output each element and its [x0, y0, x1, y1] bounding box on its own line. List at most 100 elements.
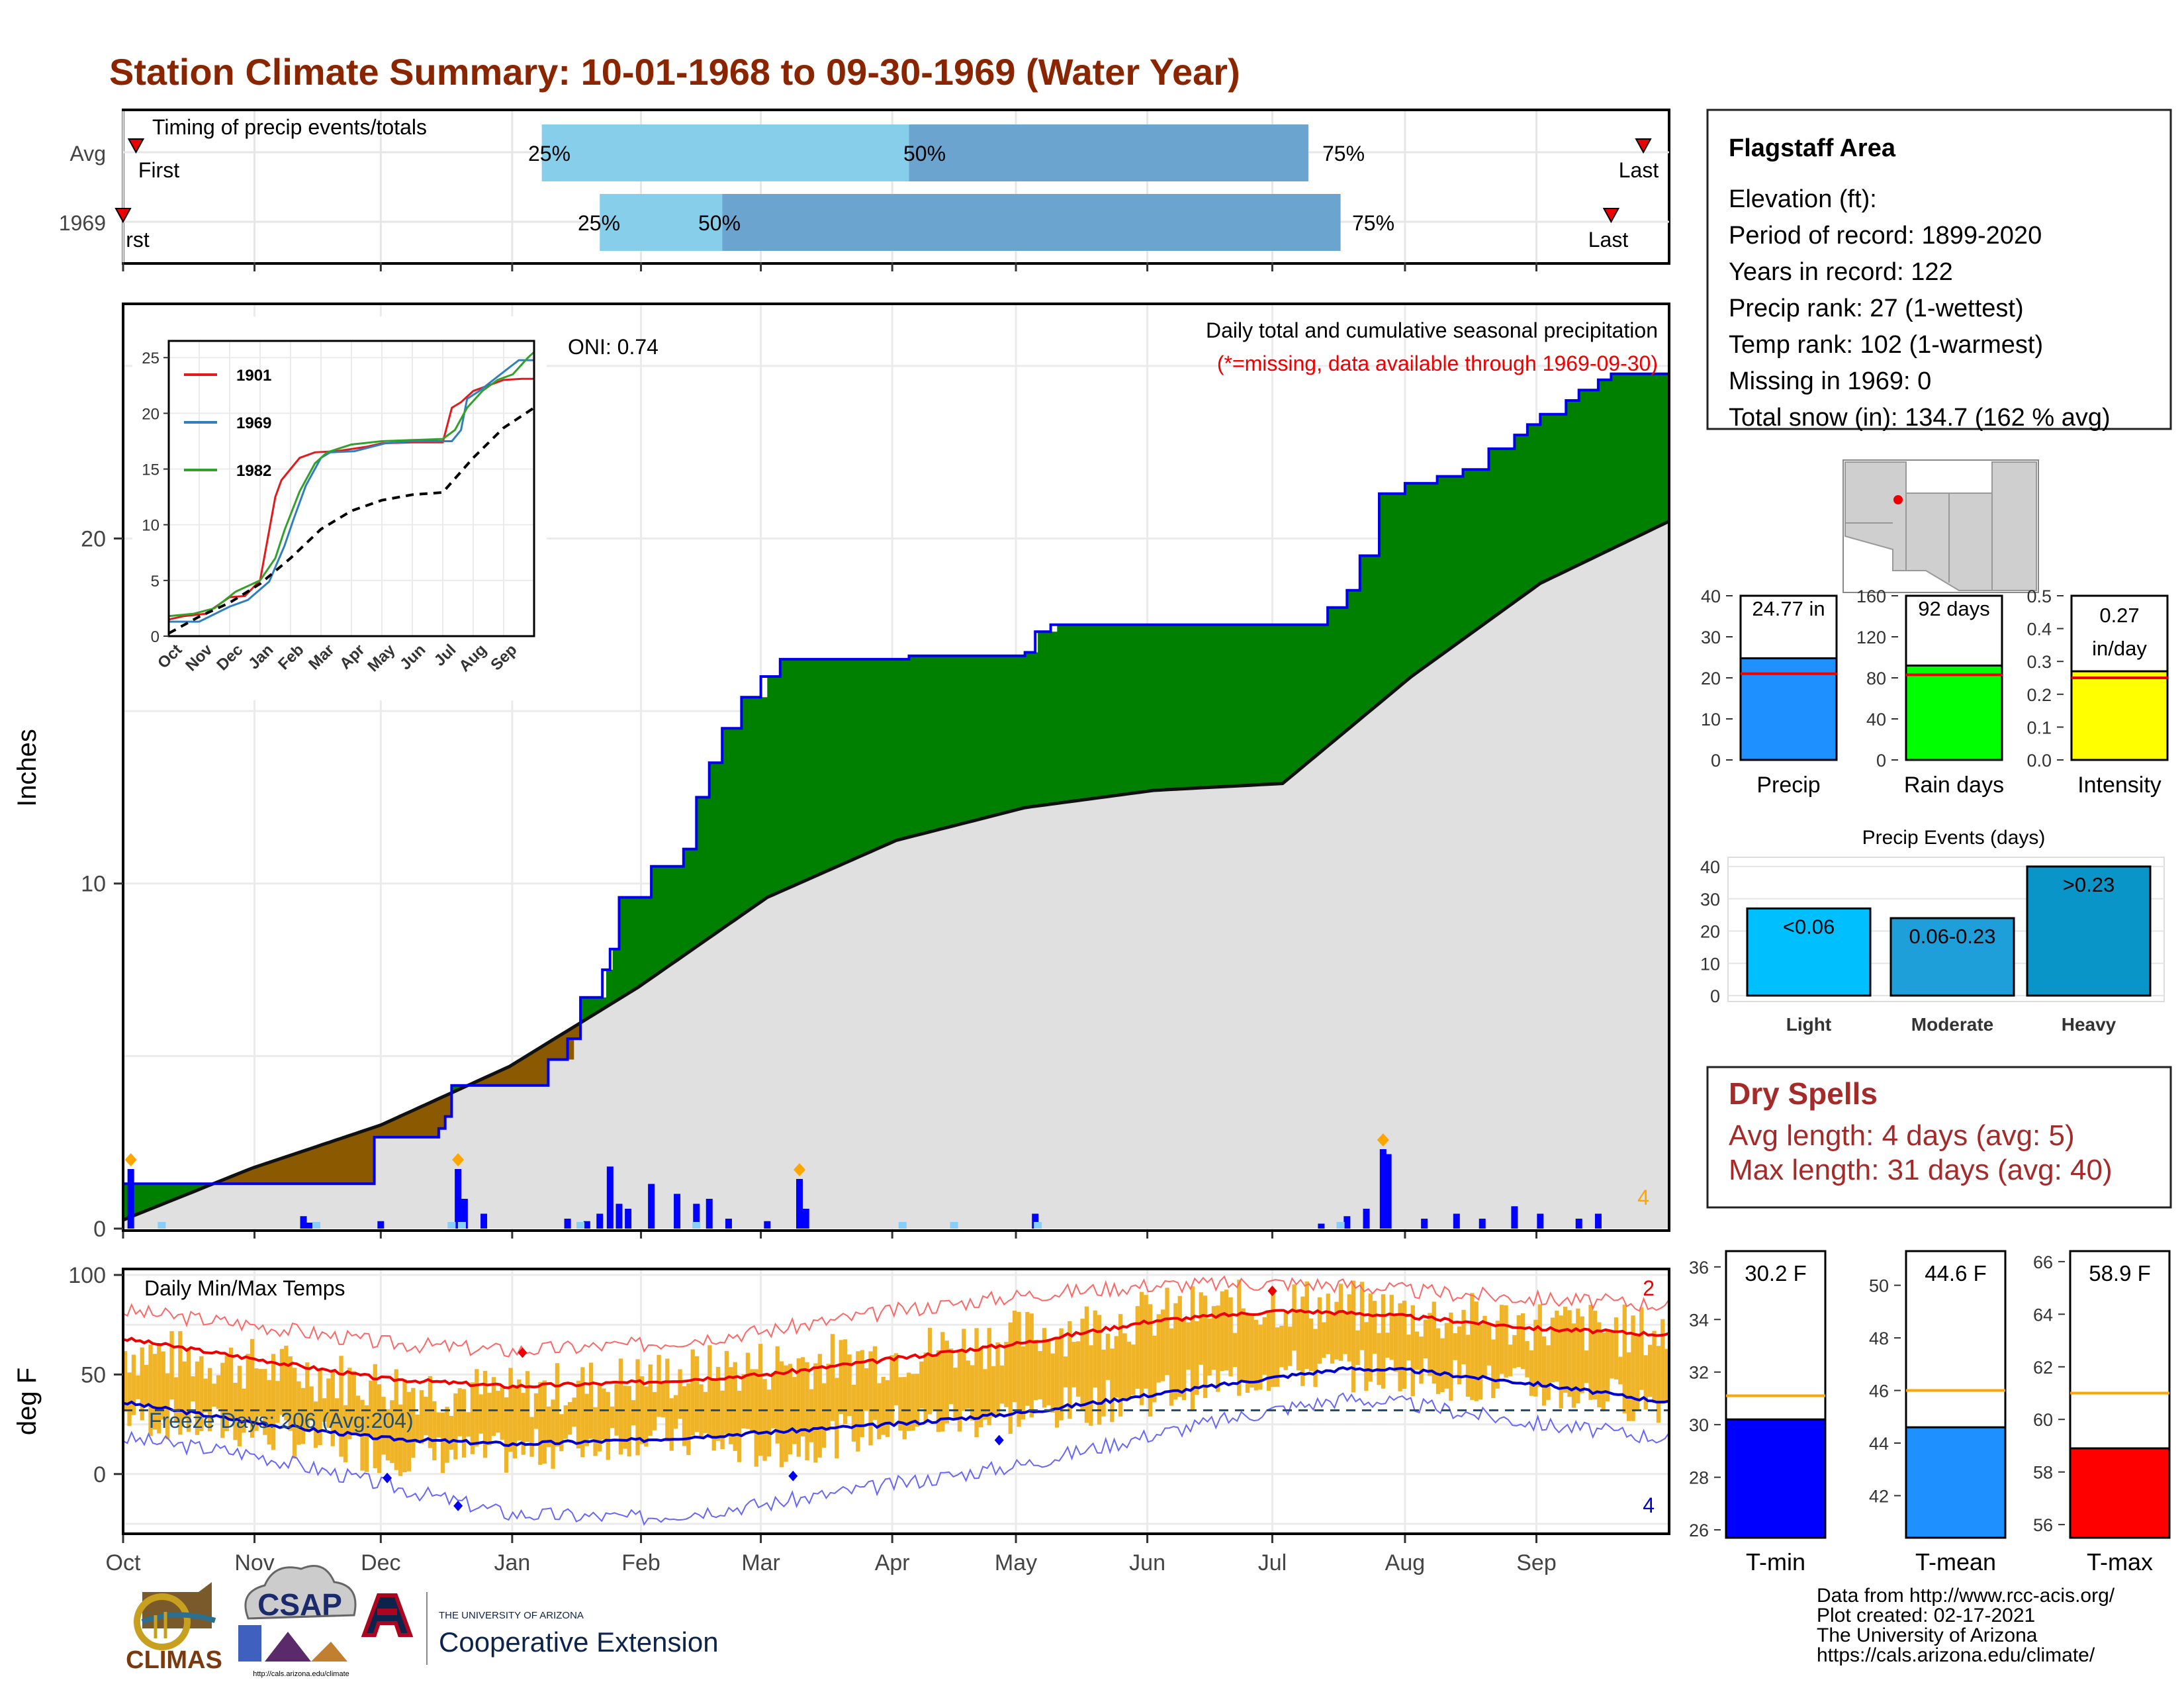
- summary-bar-rain-days: [1905, 664, 2003, 761]
- info-line-years: Years in record: 122: [1729, 258, 1953, 286]
- timing-row-label-avg: Avg: [69, 142, 106, 165]
- trace-precip-mark: [1336, 1222, 1345, 1229]
- timing-avg-75-label: 75%: [1322, 142, 1365, 165]
- credit-line-4: https://cals.arizona.edu/climate/: [1817, 1644, 2095, 1666]
- inset-legend-label: 1982: [236, 462, 271, 480]
- temp-x-tick-label: Aug: [1385, 1550, 1426, 1575]
- event-bar-name: Moderate: [1911, 1014, 1993, 1035]
- daily-precip-bar: [1594, 1213, 1602, 1229]
- trace-precip-mark: [1034, 1222, 1042, 1229]
- daily-precip-bar: [1343, 1216, 1351, 1229]
- max-daily-marker: [794, 1163, 805, 1176]
- daily-precip-bar: [1421, 1219, 1428, 1229]
- inset-series-line-1901: [168, 377, 534, 621]
- csap-logo-text: CSAP: [257, 1587, 342, 1622]
- temp-summary-y-tick-label: 46: [1869, 1382, 1889, 1401]
- daily-precip-bar: [127, 1169, 134, 1229]
- daily-precip-bar: [725, 1219, 732, 1229]
- temp-summary-y-tick-label: 48: [1869, 1329, 1889, 1348]
- station-name: Flagstaff Area: [1729, 134, 1896, 162]
- record-low-marker: [788, 1470, 798, 1481]
- daily-temp-range-bars: [123, 1280, 1669, 1476]
- temp-summary-y-tick-label: 32: [1689, 1363, 1709, 1383]
- summary-y-tick-label: 0.0: [2026, 751, 2052, 771]
- record-low-marker: [994, 1434, 1004, 1446]
- dry-spells-box: Dry Spells Avg length: 4 days (avg: 5) M…: [1706, 1066, 2172, 1209]
- oni-label: ONI: 0.74: [568, 335, 659, 359]
- precip-title: Daily total and cumulative seasonal prec…: [1206, 318, 1658, 342]
- daily-precip-bar: [1318, 1223, 1325, 1229]
- timing-avg-last-label: Last: [1619, 158, 1659, 182]
- climas-logo-text: CLIMAS: [126, 1646, 222, 1674]
- daily-precip-bar: [480, 1213, 488, 1229]
- temp-summary-bar-t-mean: [1905, 1426, 2007, 1539]
- inset-y-tick-label: 5: [151, 573, 159, 590]
- temp-summary-bar-t-min: [1725, 1418, 1827, 1539]
- temp-summary-y-tick-label: 56: [2033, 1515, 2053, 1535]
- average-cumulative-line: [122, 520, 1670, 1222]
- temp-summary-y-tick-label: 42: [1869, 1486, 1889, 1506]
- event-bar-name: Heavy: [2062, 1014, 2116, 1035]
- summary-y-tick-label: 0: [1711, 751, 1721, 771]
- arizona-locator-map-icon: [1843, 459, 2039, 593]
- temp-summary-value-label: 30.2 F: [1745, 1261, 1807, 1286]
- temp-summary-y-tick-label: 64: [2033, 1305, 2053, 1325]
- csap-url: http://cals.arizona.edu/climate: [253, 1670, 349, 1678]
- average-min-line: [122, 1366, 1670, 1447]
- average-max-line: [122, 1308, 1670, 1389]
- temp-y-tick-label: 50: [81, 1362, 106, 1387]
- summary-bar-value-label: 92 days: [1918, 597, 1990, 620]
- temp-y-tick-label: 100: [68, 1263, 106, 1288]
- summary-y-tick-label: 0.4: [2026, 620, 2052, 639]
- temp-summary-y-tick-label: 26: [1689, 1521, 1709, 1540]
- temp-summary-y-tick-label: 50: [1869, 1276, 1889, 1296]
- average-cumulative-area: [123, 521, 1669, 1229]
- timing-panel: Timing of precip events/totals Avg 1969 …: [59, 109, 1670, 271]
- temp-y-tick-label: 0: [93, 1462, 106, 1487]
- ua-cooperative-extension: Cooperative Extension: [439, 1626, 719, 1658]
- daily-precip-bar: [583, 1221, 590, 1229]
- station-info-box: Flagstaff Area Elevation (ft): Period of…: [1706, 109, 2172, 432]
- summary-y-tick-label: 80: [1866, 669, 1886, 688]
- timing-title: Timing of precip events/totals: [152, 115, 427, 139]
- summary-y-tick-label: 120: [1856, 628, 1886, 647]
- events-title: Precip Events (days): [1862, 827, 2046, 849]
- temp-summary-y-tick-label: 30: [1689, 1415, 1709, 1435]
- temp-top-count: 2: [1643, 1276, 1655, 1300]
- max-daily-marker: [1377, 1133, 1389, 1147]
- timing-year-last-label: Last: [1588, 228, 1629, 252]
- inset-y-tick-label: 25: [142, 350, 159, 367]
- info-line-snow: Total snow (in): 134.7 (162 % avg): [1729, 404, 2111, 432]
- summary-y-tick-label: 160: [1856, 586, 1886, 606]
- daily-precip-bar: [648, 1184, 655, 1229]
- event-bar-moderate: [1889, 917, 2015, 997]
- inset-y-tick-label: 0: [151, 628, 159, 646]
- inset-legend-label: 1901: [236, 367, 271, 385]
- daily-precip-bar: [596, 1213, 604, 1229]
- ua-small-text: THE UNIVERSITY OF ARIZONA: [439, 1610, 584, 1621]
- precip-panel: 0 10 20 Inches Daily total and cumulative …: [13, 303, 1670, 1242]
- info-line-temp-rank: Temp rank: 102 (1-warmest): [1729, 331, 2043, 359]
- inset-series-line-1982: [168, 351, 535, 618]
- temp-summary-y-tick-label: 36: [1689, 1258, 1709, 1278]
- daily-precip-bar: [693, 1203, 700, 1229]
- temp-x-tick-label: Feb: [621, 1550, 660, 1575]
- precip-y-axis-label: Inches: [13, 729, 42, 807]
- events-y-tick-label: 30: [1700, 890, 1720, 910]
- summary-y-tick-label: 0.1: [2026, 718, 2052, 737]
- temp-x-tick-label: Jan: [494, 1550, 530, 1575]
- timing-bar-q1: [600, 194, 723, 251]
- daily-precip-bar: [455, 1169, 462, 1229]
- events-y-tick-label: 20: [1700, 922, 1720, 942]
- temp-x-tick-label: Jul: [1258, 1550, 1287, 1575]
- events-y-tick-label: 10: [1700, 954, 1720, 974]
- page-title: Station Climate Summary: 10-01-1968 to 0…: [109, 51, 1240, 93]
- trace-precip-mark: [898, 1222, 907, 1229]
- trace-precip-mark: [692, 1222, 701, 1229]
- credits: Data from http://www.rcc-acis.org/ Plot …: [1817, 1585, 2115, 1666]
- inset-series-line-1969: [169, 359, 534, 623]
- daily-precip-bar: [300, 1216, 307, 1229]
- summary-bar-value-label: in/day: [2092, 637, 2147, 660]
- daily-precip-bar: [705, 1199, 713, 1229]
